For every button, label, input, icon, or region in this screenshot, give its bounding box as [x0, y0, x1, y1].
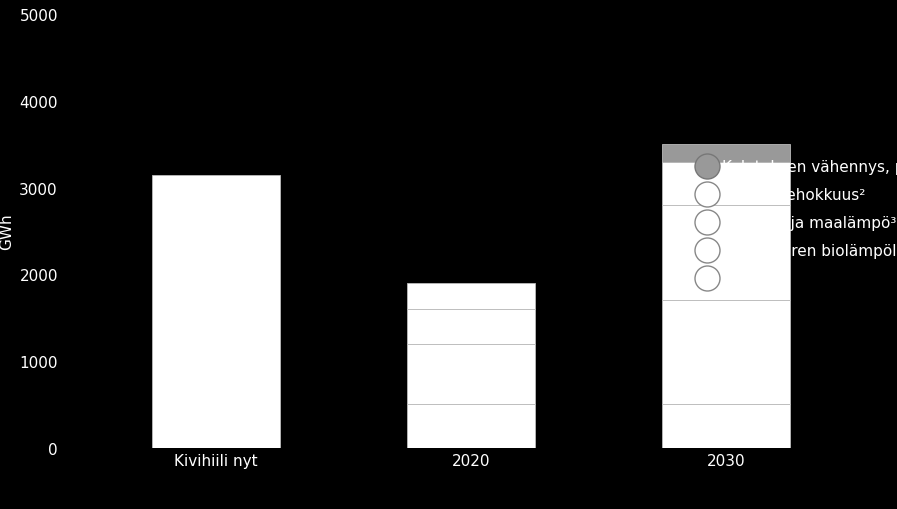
Y-axis label: GWh: GWh [0, 213, 13, 250]
Bar [407, 284, 535, 309]
Bar [407, 309, 535, 344]
Legend: Kulutuksen vähennys, perusura¹, Energiatehokkuus², Aurinko- ja maalämpö³, Salmis: Kulutuksen vähennys, perusura¹, Energiat… [707, 160, 897, 286]
Bar [662, 301, 789, 405]
Bar [662, 162, 789, 206]
Bar [407, 405, 535, 448]
Bar [662, 145, 789, 162]
Bar [152, 175, 280, 448]
Bar [407, 344, 535, 405]
Bar [662, 405, 789, 448]
Bar [662, 206, 789, 301]
